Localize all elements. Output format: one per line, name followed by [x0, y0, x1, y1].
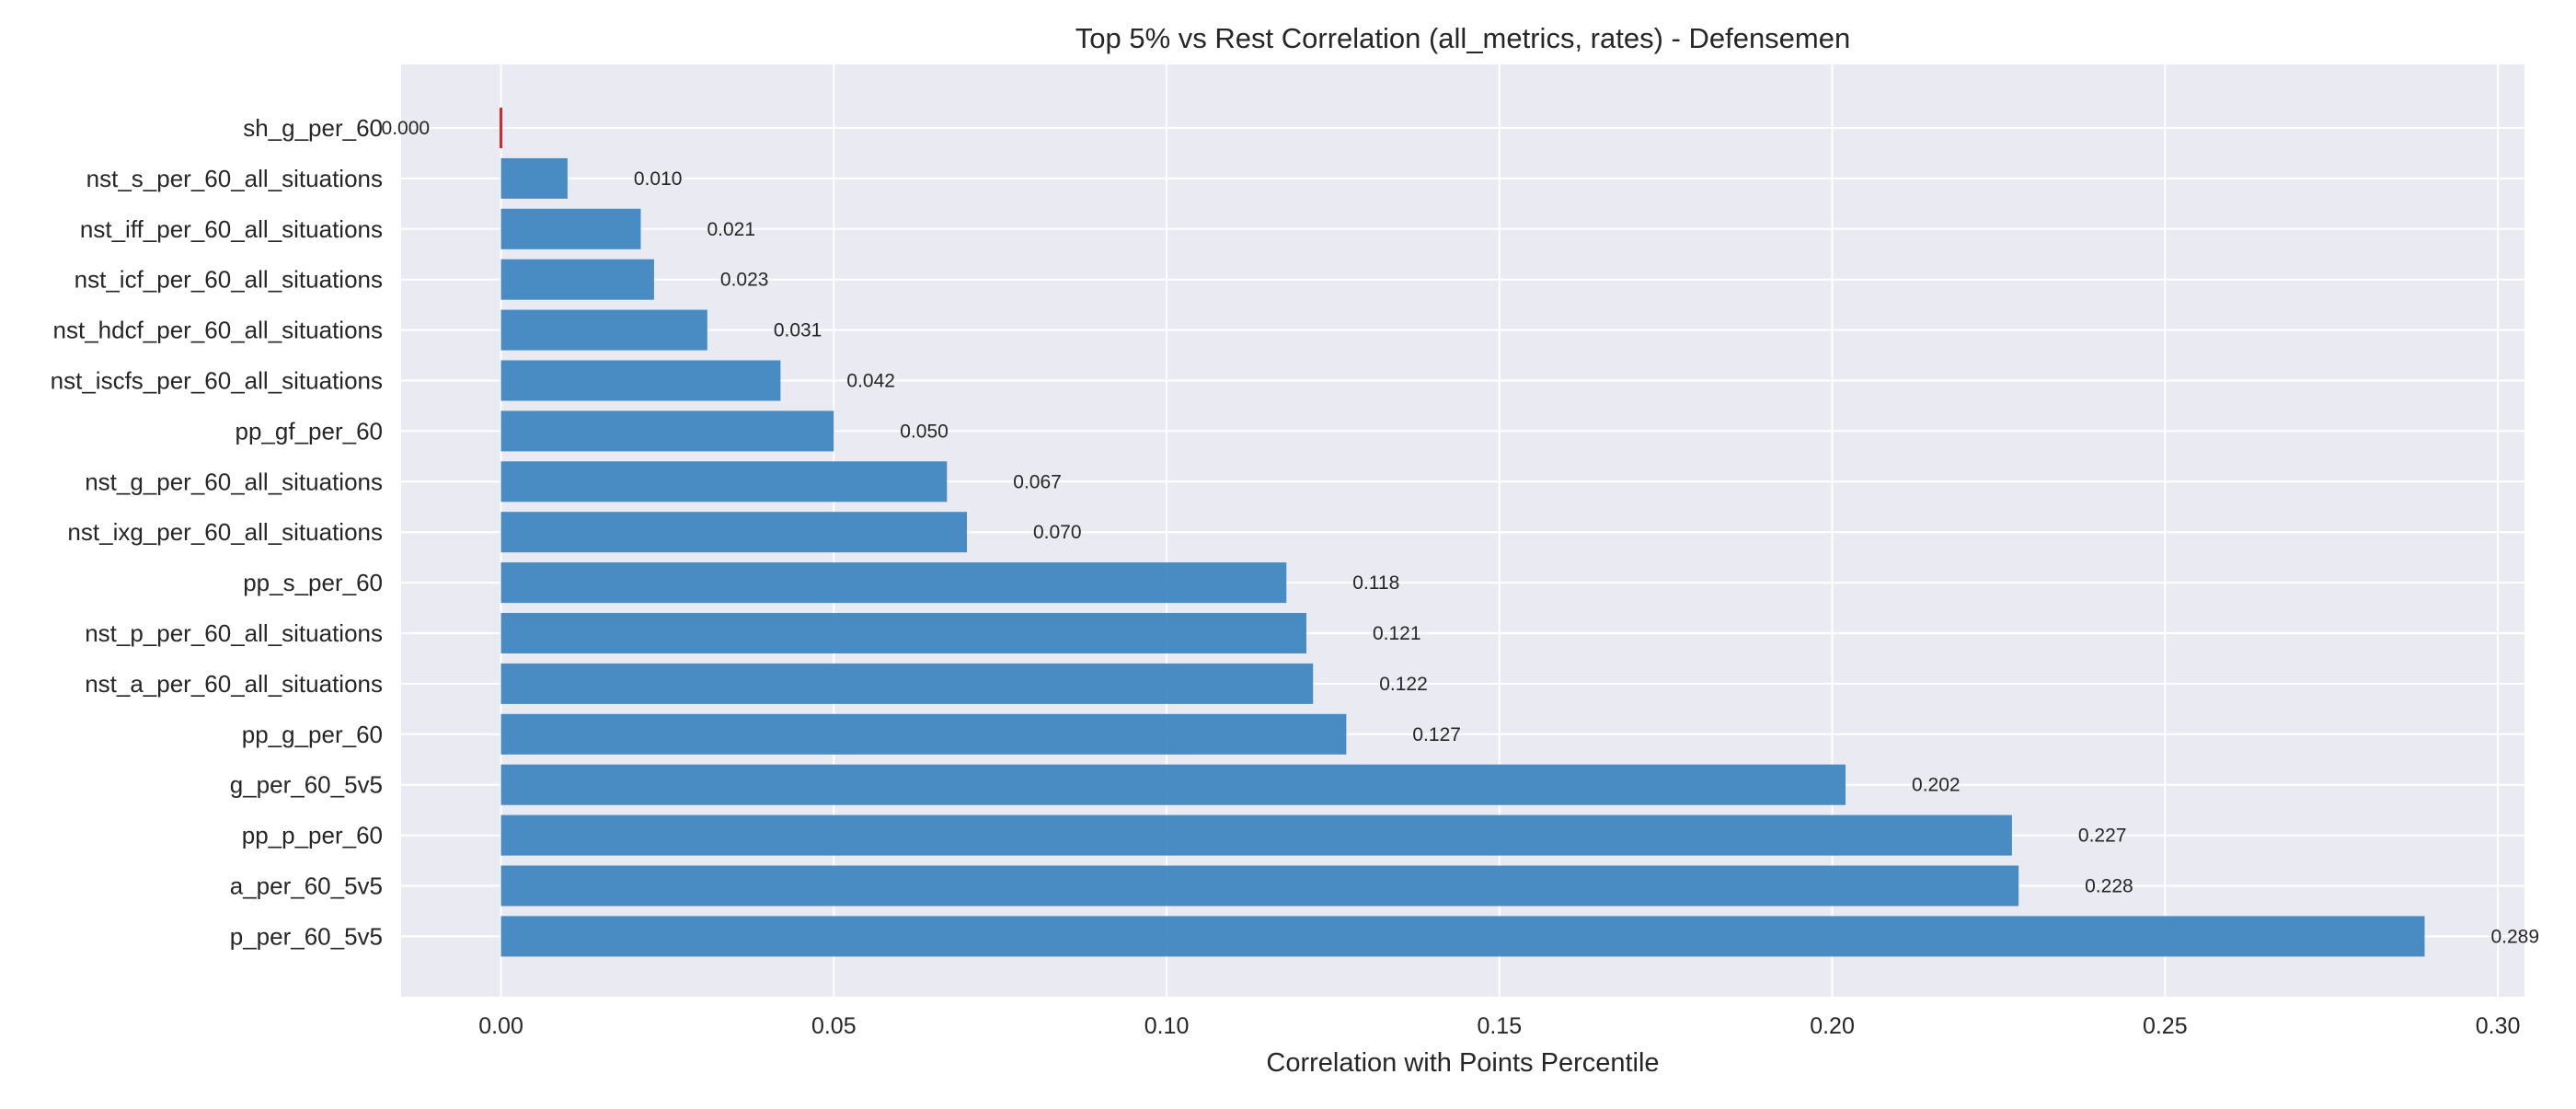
x-tick-label: 0.15 — [1477, 1013, 1522, 1039]
bar-value-label: 0.067 — [1013, 471, 1062, 492]
y-tick-label: sh_g_per_60 — [243, 114, 383, 142]
bar — [500, 814, 2012, 856]
x-tick-label: 0.05 — [811, 1013, 857, 1039]
x-tick-label: 0.25 — [2143, 1013, 2188, 1039]
bar — [500, 157, 568, 199]
bar-value-label: 0.000 — [382, 118, 431, 139]
bar — [500, 663, 1314, 704]
chart-title: Top 5% vs Rest Correlation (all_metrics,… — [1075, 22, 1850, 54]
bar — [500, 360, 781, 401]
bar-value-label: 0.228 — [2085, 876, 2133, 897]
y-tick-label: nst_s_per_60_all_situations — [86, 165, 383, 192]
x-tick-label: 0.00 — [478, 1013, 523, 1039]
y-tick-label: nst_icf_per_60_all_situations — [75, 266, 383, 294]
bar-value-label: 0.070 — [1033, 522, 1082, 543]
bar-value-label: 0.202 — [1912, 775, 1961, 796]
bar-value-label: 0.021 — [707, 219, 755, 240]
y-tick-label: nst_g_per_60_all_situations — [85, 468, 383, 495]
y-tick-label: pp_s_per_60 — [243, 569, 383, 596]
bar-value-label: 0.118 — [1352, 572, 1399, 594]
y-tick-label: p_per_60_5v5 — [230, 922, 383, 950]
bar-value-label: 0.289 — [2490, 926, 2539, 947]
y-tick-label: nst_iff_per_60_all_situations — [80, 215, 383, 243]
bar — [500, 259, 654, 300]
bar — [500, 461, 948, 503]
bar — [500, 713, 1347, 755]
bar — [500, 309, 707, 351]
y-tick-label: nst_ixg_per_60_all_situations — [67, 518, 383, 546]
bar — [500, 865, 2019, 907]
y-tick-label: pp_p_per_60 — [242, 822, 383, 849]
y-tick-label: pp_g_per_60 — [242, 721, 383, 748]
bar — [500, 562, 1287, 604]
y-tick-label: a_per_60_5v5 — [230, 872, 383, 900]
bar-value-label: 0.050 — [900, 421, 949, 442]
y-tick-label: nst_iscfs_per_60_all_situations — [51, 367, 383, 395]
bar-value-label: 0.023 — [720, 270, 769, 291]
x-tick-label: 0.20 — [1810, 1013, 1855, 1039]
y-tick-label: nst_hdcf_per_60_all_situations — [53, 317, 383, 344]
bar — [500, 512, 967, 553]
bar-value-label: 0.122 — [1379, 674, 1428, 695]
bar — [500, 916, 2425, 957]
bar — [500, 208, 641, 249]
bar-value-label: 0.010 — [634, 168, 683, 190]
bar — [500, 410, 834, 452]
y-tick-label: g_per_60_5v5 — [230, 771, 383, 799]
bar — [500, 764, 1846, 805]
x-tick-label: 0.10 — [1144, 1013, 1190, 1039]
bar — [500, 613, 1306, 653]
bar-value-label: 0.031 — [774, 320, 822, 341]
bar-value-label: 0.227 — [2078, 826, 2127, 847]
bar-value-label: 0.121 — [1373, 623, 1421, 644]
y-tick-label: nst_a_per_60_all_situations — [85, 670, 383, 698]
y-tick-label: pp_gf_per_60 — [236, 417, 383, 445]
x-tick-label: 0.30 — [2476, 1013, 2521, 1039]
bar-value-label: 0.127 — [1412, 724, 1461, 745]
y-tick-label: nst_p_per_60_all_situations — [85, 619, 383, 647]
x-axis-label: Correlation with Points Percentile — [1266, 1048, 1659, 1078]
bar — [500, 108, 503, 148]
bar-value-label: 0.042 — [846, 371, 895, 392]
